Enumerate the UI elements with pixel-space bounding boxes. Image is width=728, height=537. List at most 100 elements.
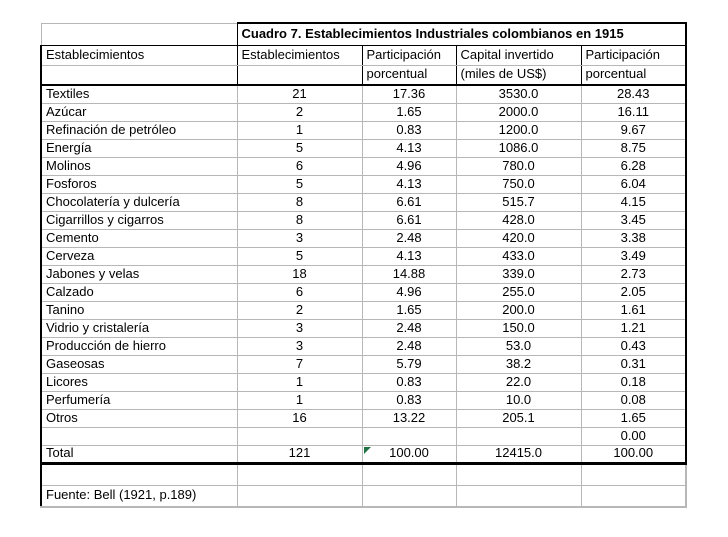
- cell-value: 4.13: [361, 246, 457, 266]
- cell-value: 1.65: [361, 300, 457, 320]
- row-label: Cemento: [40, 228, 238, 248]
- cell-value: 1.65: [361, 102, 457, 122]
- cell-value: 17.36: [361, 84, 457, 104]
- cell-value: 433.0: [455, 246, 582, 266]
- table-footer: Fuente: Bell (1921, p.189): [40, 462, 687, 508]
- table-row: Cemento 3 2.48 420.0 3.38: [40, 228, 687, 248]
- column-header: Establecimientos: [40, 45, 238, 66]
- row-label: Refinación de petróleo: [40, 120, 238, 140]
- cell-value: 38.2: [455, 354, 582, 374]
- cell-value: 200.0: [455, 300, 582, 320]
- cell-value: 1.21: [580, 318, 687, 338]
- cell-value: 255.0: [455, 282, 582, 302]
- cell-value: 2.73: [580, 264, 687, 284]
- error-flag-icon: [363, 446, 371, 454]
- cell-value: 428.0: [455, 210, 582, 230]
- cell-value: 3.45: [580, 210, 687, 230]
- column-header: Participación: [580, 45, 687, 66]
- cell-value: 4.96: [361, 282, 457, 302]
- row-label: Gaseosas: [40, 354, 238, 374]
- column-header: porcentual: [361, 65, 457, 86]
- industrials-table: Cuadro 7. Establecimientos Industriales …: [40, 22, 687, 508]
- table-row: Vidrio y cristalería 3 2.48 150.0 1.21: [40, 318, 687, 338]
- cell-value: 339.0: [455, 264, 582, 284]
- cell-value: 121: [236, 444, 363, 465]
- cell-value: [455, 484, 582, 508]
- row-label: Jabones y velas: [40, 264, 238, 284]
- cell-value: 780.0: [455, 156, 582, 176]
- cell-value: 0.43: [580, 336, 687, 356]
- cell-value: 100.00: [361, 444, 457, 465]
- cell-value: 0.08: [580, 390, 687, 410]
- cell-value: 2.48: [361, 228, 457, 248]
- table-title: Cuadro 7. Establecimientos Industriales …: [236, 22, 687, 46]
- spacer-row: [40, 462, 687, 486]
- row-label: [40, 426, 238, 446]
- row-label: Otros: [40, 408, 238, 428]
- cell-value: 4.96: [361, 156, 457, 176]
- table-row: Refinación de petróleo 1 0.83 1200.0 9.67: [40, 120, 687, 140]
- cell-value: 3: [236, 318, 363, 338]
- cell-value: 3: [236, 336, 363, 356]
- cell-value: 2.05: [580, 282, 687, 302]
- table-row: Chocolatería y dulcería 8 6.61 515.7 4.15: [40, 192, 687, 212]
- cell-value: 28.43: [580, 84, 687, 104]
- cell-value: 3: [236, 228, 363, 248]
- cell-value: 5: [236, 246, 363, 266]
- cell-value: 4.13: [361, 138, 457, 158]
- cell-value: 0.83: [361, 372, 457, 392]
- cell-value: 420.0: [455, 228, 582, 248]
- row-label: Total: [40, 444, 238, 465]
- cell-value: 0.83: [361, 390, 457, 410]
- cell-value: 1: [236, 372, 363, 392]
- cell-value: 2.48: [361, 318, 457, 338]
- row-label: Cigarrillos y cigarros: [40, 210, 238, 230]
- cell-value: 2.48: [361, 336, 457, 356]
- cell-value: [455, 426, 582, 446]
- table-row: Perfumería 1 0.83 10.0 0.08: [40, 390, 687, 410]
- header-row-top: Establecimientos Establecimientos Partic…: [40, 45, 687, 66]
- cell-value: [580, 462, 687, 486]
- cell-value: 6.28: [580, 156, 687, 176]
- row-label: Fuente: Bell (1921, p.189): [40, 484, 238, 508]
- row-label: [40, 462, 238, 486]
- cell-value: 7: [236, 354, 363, 374]
- row-label: Vidrio y cristalería: [40, 318, 238, 338]
- cell-value: [236, 462, 363, 486]
- cell-value: 515.7: [455, 192, 582, 212]
- cell-value: 5: [236, 174, 363, 194]
- cell-value: 0.83: [361, 120, 457, 140]
- table-row: Cigarrillos y cigarros 8 6.61 428.0 3.45: [40, 210, 687, 230]
- cell-value: 1086.0: [455, 138, 582, 158]
- cell-value: 18: [236, 264, 363, 284]
- cell-value: 10.0: [455, 390, 582, 410]
- cell-value: 6: [236, 282, 363, 302]
- cell-value: 8: [236, 210, 363, 230]
- cell-value: [580, 484, 687, 508]
- cell-value: 13.22: [361, 408, 457, 428]
- cell-value: 16: [236, 408, 363, 428]
- table-row: Jabones y velas 18 14.88 339.0 2.73: [40, 264, 687, 284]
- cell-value: [361, 484, 457, 508]
- table-row: Otros 16 13.22 205.1 1.65: [40, 408, 687, 428]
- cell-value: 150.0: [455, 318, 582, 338]
- column-header: (miles de US$): [455, 65, 582, 86]
- cell-value: [455, 462, 582, 486]
- cell-value: 1.65: [580, 408, 687, 428]
- column-header: Participación: [361, 45, 457, 66]
- cell-value: 3.38: [580, 228, 687, 248]
- cell-value: [236, 484, 363, 508]
- cell-value: 53.0: [455, 336, 582, 356]
- table-row: Gaseosas 7 5.79 38.2 0.31: [40, 354, 687, 374]
- cell-value: 6: [236, 156, 363, 176]
- cell-value: 205.1: [455, 408, 582, 428]
- footnote-row: Fuente: Bell (1921, p.189): [40, 484, 687, 508]
- cell-value: 0.31: [580, 354, 687, 374]
- table-row: Cerveza 5 4.13 433.0 3.49: [40, 246, 687, 266]
- cell-value: 3530.0: [455, 84, 582, 104]
- column-header: [236, 65, 363, 86]
- cell-value: 12415.0: [455, 444, 582, 465]
- cell-value: 1: [236, 120, 363, 140]
- cell-value: 3.49: [580, 246, 687, 266]
